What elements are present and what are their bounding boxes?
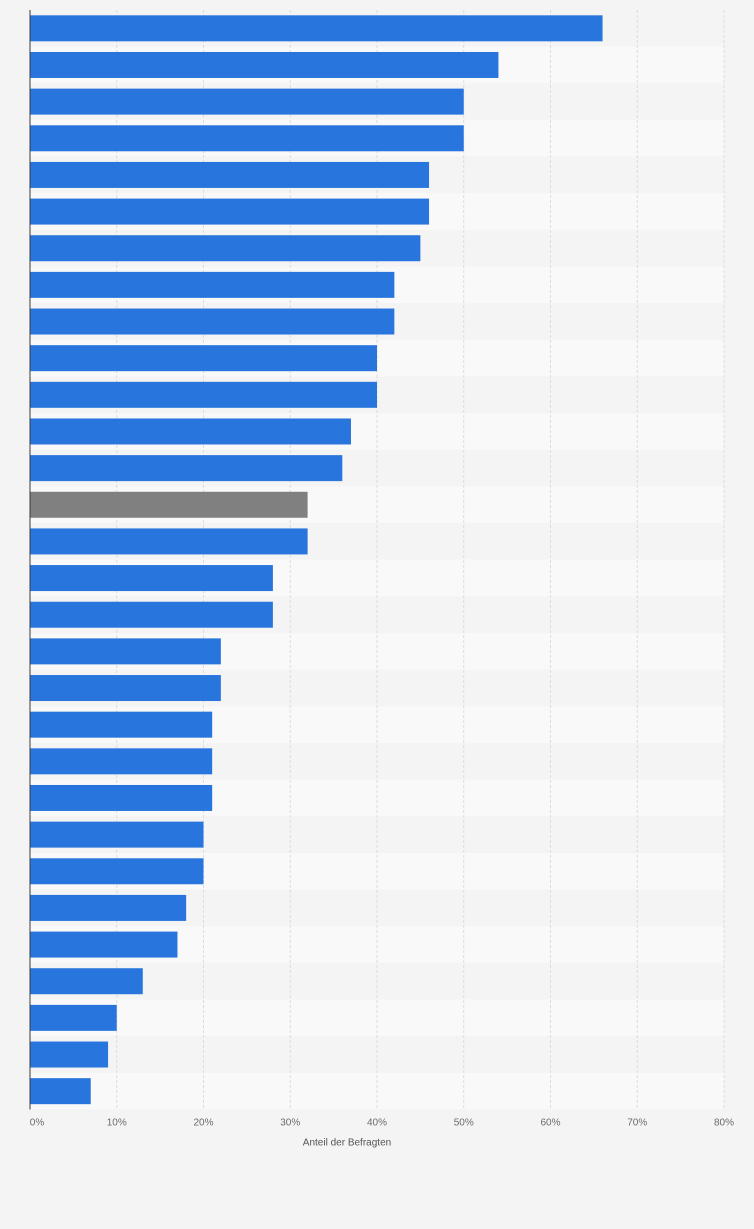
bar[interactable] (30, 381, 377, 408)
grid-lines (116, 10, 725, 1110)
bar[interactable] (30, 748, 213, 775)
bar[interactable] (30, 88, 464, 115)
bar[interactable] (30, 51, 499, 78)
bar[interactable] (30, 271, 395, 298)
bar[interactable] (30, 565, 273, 592)
x-tick-label: 80% (714, 1118, 734, 1129)
x-tick-label: 50% (454, 1118, 474, 1129)
bar[interactable] (30, 308, 395, 335)
bar[interactable] (30, 968, 143, 995)
x-tick-label: 60% (540, 1118, 560, 1129)
x-tick-label: 0% (30, 1118, 45, 1129)
bar[interactable] (30, 418, 351, 445)
bar[interactable] (30, 528, 308, 555)
bar[interactable] (30, 784, 213, 811)
bar[interactable] (30, 1004, 117, 1031)
bar[interactable] (30, 675, 221, 702)
x-tick-label: 70% (627, 1118, 647, 1129)
bar[interactable] (30, 345, 377, 372)
bar[interactable] (30, 161, 430, 188)
x-tick-label: 30% (280, 1118, 300, 1129)
bar[interactable] (30, 821, 204, 848)
bar[interactable] (30, 455, 343, 482)
x-tick-label: 20% (193, 1118, 213, 1129)
bar[interactable] (30, 601, 273, 628)
bar[interactable] (30, 235, 421, 262)
bar[interactable] (30, 1041, 109, 1068)
bar[interactable] (30, 15, 603, 42)
bar[interactable] (30, 1078, 91, 1105)
bar[interactable] (30, 858, 204, 885)
bar[interactable] (30, 931, 178, 958)
x-tick-label: 10% (107, 1118, 127, 1129)
x-tick-labels: 0% 10% 20% 30% 40% 50% 60% 70% 80% (30, 1118, 734, 1129)
bar[interactable] (30, 711, 213, 738)
x-tick-label: 40% (367, 1118, 387, 1129)
bar[interactable] (30, 125, 464, 152)
bar[interactable] (30, 638, 221, 665)
bar[interactable] (30, 198, 430, 225)
x-axis-title: Anteil der Befragten (303, 1138, 391, 1149)
bar[interactable] (30, 491, 308, 518)
bars (30, 15, 603, 1105)
bar[interactable] (30, 894, 187, 921)
